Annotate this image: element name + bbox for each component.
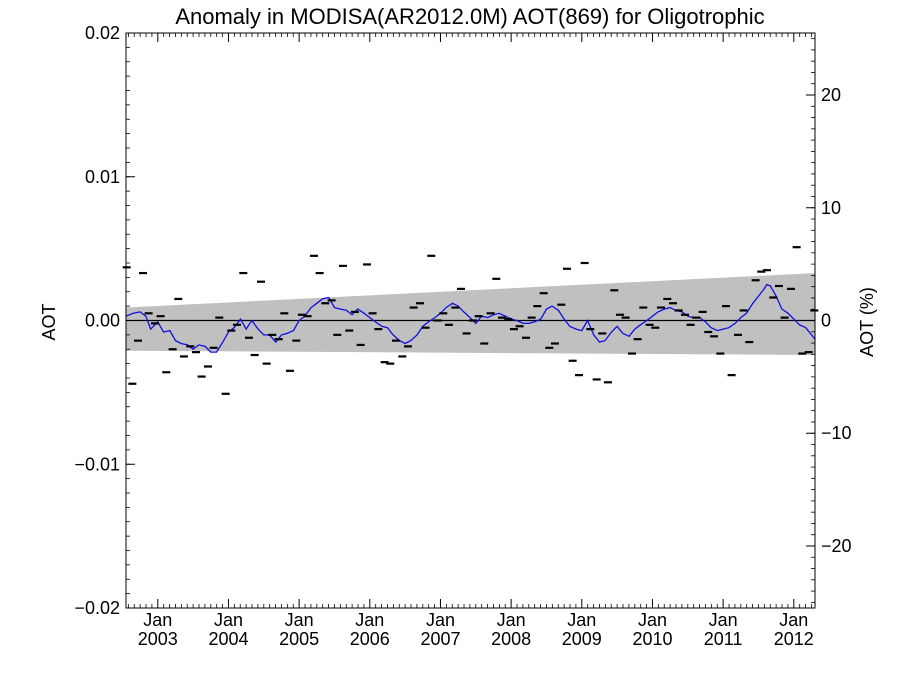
smoothed-line [125,283,816,353]
y2-axis-label: AOT (%) [857,287,877,357]
monthly-points [122,246,819,395]
x-tick-year: 2010 [632,629,672,649]
x-tick-month: Jan [143,610,172,630]
x-tick-year: 2004 [208,629,248,649]
y-tick-label: 0.01 [85,167,120,187]
x-tick-year: 2006 [350,629,390,649]
y-tick-label: 0.02 [85,23,120,43]
x-tick-month: Jan [355,610,384,630]
smoothed-series [125,283,816,353]
x-tick-month: Jan [709,610,738,630]
x-tick-month: Jan [567,610,596,630]
axis-ticks [126,32,815,609]
x-tick-month: Jan [285,610,314,630]
y2-tick-label: 0 [821,311,831,331]
y2-tick-label: 10 [821,198,841,218]
x-tick-month: Jan [426,610,455,630]
x-tick-year: 2012 [774,629,814,649]
y-tick-label: 0.00 [85,311,120,331]
y-axis-label: AOT [39,303,59,340]
x-tick-year: 2003 [138,629,178,649]
confidence-band [126,273,815,355]
y2-tick-label: −10 [821,423,852,443]
x-tick-year: 2005 [279,629,319,649]
tick-labels: 0.020.010.00−0.01−0.0220100−10−20Jan2003… [74,23,851,649]
y2-tick-label: 20 [821,85,841,105]
band-polygon [126,273,815,355]
y2-tick-label: −20 [821,536,852,556]
x-tick-year: 2011 [704,629,743,649]
y-tick-label: −0.02 [74,598,120,618]
chart-title: Anomaly in MODISA(AR2012.0M) AOT(869) fo… [175,4,764,29]
y-tick-label: −0.01 [74,454,120,474]
x-tick-year: 2009 [562,629,602,649]
x-tick-year: 2007 [420,629,460,649]
x-tick-month: Jan [497,610,526,630]
x-tick-month: Jan [779,610,808,630]
x-tick-month: Jan [214,610,243,630]
x-tick-year: 2008 [491,629,531,649]
x-tick-month: Jan [638,610,667,630]
